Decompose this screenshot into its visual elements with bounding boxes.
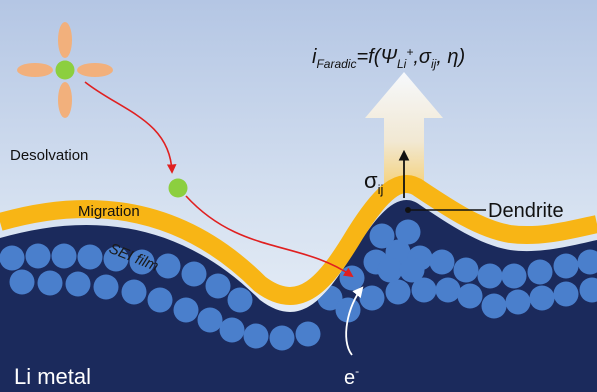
li-particle <box>147 287 173 313</box>
li-particle <box>219 317 245 343</box>
desolvation-path <box>84 81 177 174</box>
solvent-molecule-right <box>77 63 113 77</box>
electron-label: e- <box>344 364 359 389</box>
li-ion-solvated <box>55 60 75 80</box>
li-particle <box>435 277 461 303</box>
li-particle <box>173 297 199 323</box>
li-ion-migrating <box>168 178 188 198</box>
sei-film-layer <box>0 175 597 305</box>
dendrite-label: Dendrite <box>488 200 564 222</box>
li-particle <box>411 277 437 303</box>
li-particle <box>25 243 51 269</box>
li-particle <box>579 277 597 303</box>
li-particle <box>65 271 91 297</box>
li-particle <box>457 283 483 309</box>
faradic-current-arrow <box>365 72 443 188</box>
li-particle <box>477 263 503 289</box>
li-particle <box>369 223 395 249</box>
li-particle <box>205 273 231 299</box>
li-particle <box>359 285 385 311</box>
faradic-equation: iFaradic=f(ΨLi+,σij, η) <box>312 45 465 71</box>
li-particle <box>553 253 579 279</box>
migration-label: Migration <box>78 203 140 220</box>
li-particle <box>399 257 425 283</box>
li-particle <box>377 257 403 283</box>
li-particle <box>501 263 527 289</box>
li-particle <box>181 261 207 287</box>
solvent-molecule-top <box>58 22 72 58</box>
li-particle <box>505 289 531 315</box>
li-particle <box>197 307 223 333</box>
li-particle <box>121 279 147 305</box>
electron-path <box>345 286 364 356</box>
li-metal-body <box>0 200 597 392</box>
li-particle <box>0 245 25 271</box>
li-particle <box>577 249 597 275</box>
li-particle <box>155 253 181 279</box>
li-particle <box>395 219 421 245</box>
li-particle-group <box>0 219 597 351</box>
li-particle <box>295 321 321 347</box>
li-particle <box>481 293 507 319</box>
li-particle <box>51 243 77 269</box>
li-particle <box>453 257 479 283</box>
li-particle <box>37 270 63 296</box>
li-particle <box>339 265 365 291</box>
desolvation-label: Desolvation <box>10 147 88 164</box>
li-particle <box>529 285 555 311</box>
li-particle <box>129 249 155 275</box>
li-particle <box>9 269 35 295</box>
li-particle <box>385 279 411 305</box>
stress-label: σij <box>364 168 383 197</box>
li-particle <box>335 297 361 323</box>
li-particle <box>243 323 269 349</box>
li-metal-label: Li metal <box>14 364 91 389</box>
li-particle <box>429 249 455 275</box>
li-particle <box>103 246 129 272</box>
solvent-molecule-bottom <box>58 82 72 118</box>
li-particle <box>227 287 253 313</box>
migration-path <box>185 195 354 278</box>
solvated-ion <box>17 22 113 118</box>
li-particle <box>553 281 579 307</box>
li-particle <box>93 274 119 300</box>
li-particle <box>527 259 553 285</box>
li-particle <box>77 244 103 270</box>
li-particle <box>269 325 295 351</box>
solvent-molecule-left <box>17 63 53 77</box>
